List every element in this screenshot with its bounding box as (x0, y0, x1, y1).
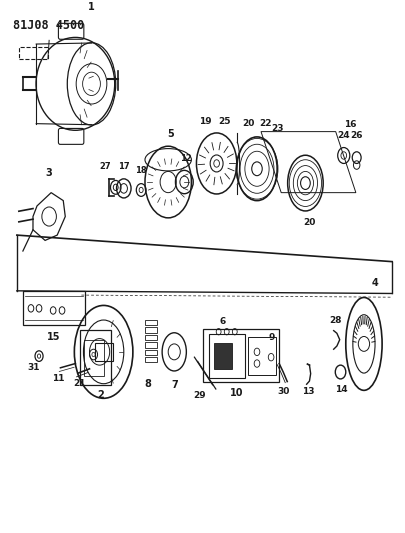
Text: 14: 14 (335, 384, 347, 393)
Text: 20: 20 (303, 219, 315, 228)
Text: 18: 18 (135, 166, 147, 175)
Bar (80, 329, 111, 385)
Bar (84, 340, 104, 376)
Bar (214, 343, 232, 369)
Text: 24: 24 (337, 131, 350, 140)
Text: 16: 16 (343, 120, 356, 129)
Text: 20: 20 (242, 119, 254, 127)
Text: 28: 28 (329, 316, 342, 325)
Text: 3: 3 (46, 168, 53, 178)
Text: 11: 11 (52, 374, 64, 383)
Text: 22: 22 (260, 119, 272, 127)
Bar (248, 337, 276, 375)
Text: 6: 6 (220, 317, 226, 326)
Text: 25: 25 (218, 117, 231, 125)
Text: 27: 27 (100, 161, 111, 171)
Text: 5: 5 (167, 130, 174, 139)
Text: 26: 26 (350, 131, 363, 140)
Text: 4: 4 (372, 278, 379, 288)
Text: 1: 1 (88, 2, 95, 12)
Text: 30: 30 (277, 386, 290, 395)
Text: 10: 10 (230, 387, 243, 398)
Text: 15: 15 (47, 332, 61, 342)
Text: 21: 21 (73, 379, 85, 388)
Bar (145, 335, 157, 340)
Bar (145, 350, 157, 355)
Bar (145, 320, 157, 325)
Bar (209, 334, 245, 378)
Bar (202, 329, 279, 382)
Bar (23, 291, 85, 325)
Text: 12: 12 (181, 154, 192, 163)
Bar (145, 342, 157, 348)
Bar (145, 327, 157, 333)
Text: 23: 23 (271, 125, 283, 133)
Text: 13: 13 (302, 387, 315, 396)
Bar (145, 357, 157, 362)
Text: 8: 8 (145, 379, 151, 389)
Text: 29: 29 (193, 391, 206, 400)
Text: 81J08 4500: 81J08 4500 (13, 19, 84, 31)
Bar (95, 343, 113, 361)
Text: 9: 9 (269, 333, 275, 342)
Text: 2: 2 (97, 390, 104, 400)
Bar (19, 47, 48, 59)
Text: 19: 19 (199, 117, 212, 125)
Text: 7: 7 (172, 380, 179, 390)
Text: 31: 31 (28, 364, 40, 372)
Text: 17: 17 (118, 161, 130, 171)
